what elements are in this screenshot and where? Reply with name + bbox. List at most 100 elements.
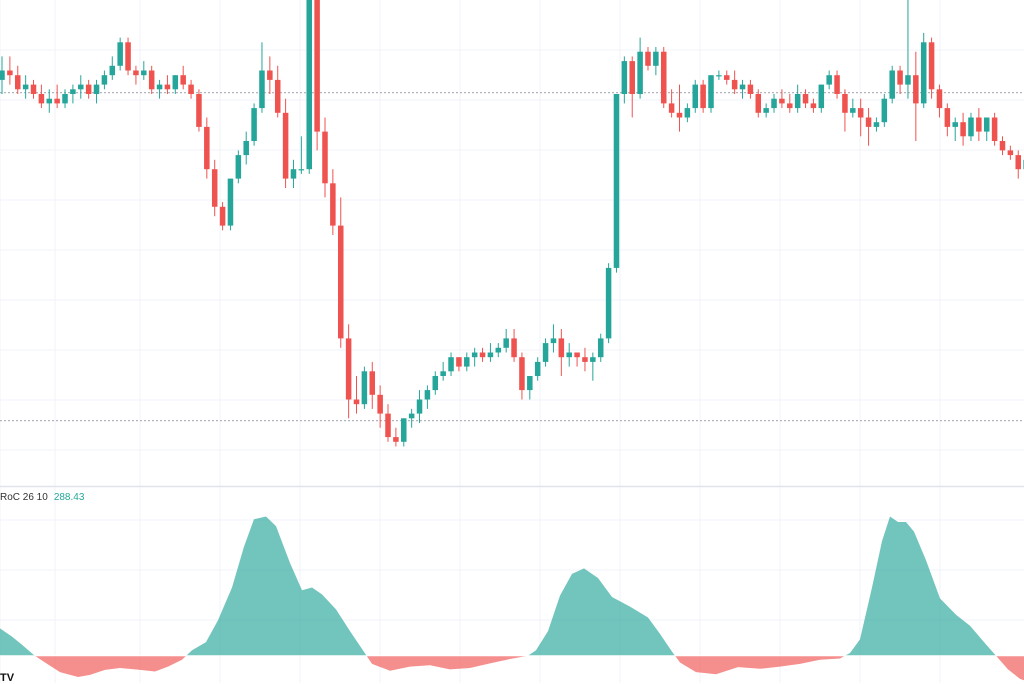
candle-body [180,75,186,85]
candle-body [471,352,478,358]
candle-body [93,84,100,94]
candle-body [920,42,927,104]
candle-body [747,84,754,94]
candle-body [897,70,903,85]
candle-body [668,103,675,113]
candle-body [613,94,620,268]
candle-body [148,70,155,90]
candle-body [353,399,360,405]
candle-body [117,42,123,66]
candle-body [172,75,179,90]
candle-body [62,94,68,104]
indicator-legend[interactable]: RoC 26 10 288.43 [0,492,84,503]
candle-body [605,267,612,339]
candle-body [629,61,635,94]
candle-body [763,108,769,113]
candle-body [1007,150,1014,156]
candle-body [818,84,825,109]
candle-body [574,352,580,358]
candle-body [251,108,257,141]
candle-body [724,75,730,80]
candle-body [14,75,21,90]
candle-body [905,75,911,85]
candle-body [54,98,60,104]
candle-body [456,357,462,367]
candle-body [22,84,29,90]
candle-body [369,371,376,395]
candle-body [645,51,651,66]
price-candles[interactable] [0,0,1024,447]
candle-body [188,84,194,94]
candle-body [133,70,139,76]
candle-body [983,117,990,132]
candle-body [873,122,880,127]
candle-body [401,418,407,442]
candle-body [857,108,864,118]
candle-body [550,338,557,344]
candle-body [290,169,297,179]
candle-body [519,357,525,391]
candle-body [85,84,92,94]
candle-body [101,75,108,85]
candle-body [960,122,966,137]
candle-body [582,357,588,362]
candle-body [787,103,793,109]
candle-body [739,84,746,90]
candle-body [196,94,202,127]
candle-body [495,347,502,353]
candle-body [621,61,628,94]
candle-body [235,155,242,179]
candle-body [204,126,210,170]
indicator-value: 288.43 [53,492,85,503]
candle-body [834,75,840,94]
candle-body [211,169,218,207]
candle-body [274,79,281,113]
tradingview-logo: TV [0,672,15,684]
candle-body [676,112,683,118]
candle-body [7,70,13,76]
candle-body [755,94,762,113]
candle-body [164,84,171,90]
candle-body [566,352,572,358]
candle-body [385,413,391,438]
candle-body [865,117,872,127]
candle-body [968,117,974,137]
candle-body [306,0,312,170]
roc-negative-area [34,655,1024,681]
candle-body [700,84,706,109]
candle-body [424,390,431,400]
candle-body [416,399,423,414]
candle-body [345,338,352,400]
roc-positive-area [0,516,1024,656]
candle-body [692,84,699,109]
candle-body [991,117,998,141]
candle-body [440,371,446,376]
candle-body [597,338,604,358]
candle-body [999,141,1006,151]
candle-body [30,84,37,94]
candle-body [267,70,273,80]
candle-body [842,94,848,113]
candle-body [928,42,935,90]
candle-body [810,103,817,109]
candle-body [913,75,919,104]
candle-body [794,94,801,109]
candle-body [590,357,596,362]
candle-body [432,376,439,391]
candle-body [156,84,163,90]
candle-body [393,437,399,442]
candle-body [850,108,856,113]
candle-body [38,94,45,104]
candle-body [731,79,738,90]
candle-body [70,89,76,94]
candle-body [779,98,785,104]
candle-body [708,75,714,109]
candle-body [503,338,509,348]
candle-body [542,343,549,362]
candle-body [322,131,328,184]
candle-body [109,65,116,76]
candle-body [219,206,226,226]
candle-body [479,352,486,358]
candle-body [558,338,565,358]
